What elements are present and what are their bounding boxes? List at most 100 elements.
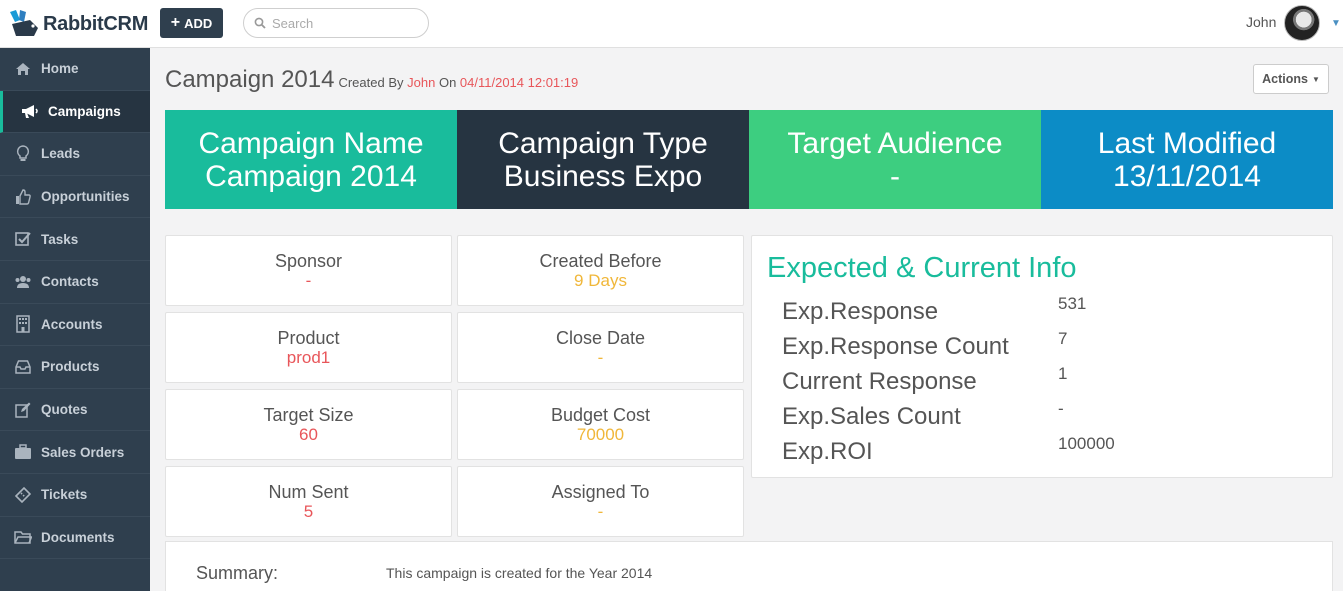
search-box[interactable] (243, 8, 429, 38)
tile-label: Campaign Name (198, 126, 424, 160)
rabbit-logo-icon (10, 10, 38, 36)
summary-text: This campaign is created for the Year 20… (386, 565, 653, 581)
summary-label: Summary: (196, 563, 279, 583)
info-row: Exp.Response 531 (782, 294, 1322, 328)
info-row: Exp.ROI 100000 (782, 434, 1322, 468)
user-name[interactable]: John (1246, 14, 1277, 30)
detail-value: 9 Days (574, 270, 627, 290)
detail-card-sponsor: Sponsor - (165, 235, 452, 306)
detail-card-assigned-to: Assigned To - (457, 466, 744, 537)
tile-target-audience: Target Audience - (749, 110, 1041, 209)
detail-card-close-date: Close Date - (457, 312, 744, 383)
detail-label: Budget Cost (550, 404, 651, 425)
edit-icon (14, 401, 32, 419)
tile-value: Campaign 2014 (205, 159, 417, 193)
inbox-icon (14, 358, 32, 376)
info-row-label: Exp.Sales Count (782, 403, 961, 430)
creator-link[interactable]: John (407, 75, 436, 90)
detail-value: 70000 (576, 424, 625, 444)
tile-value: - (890, 159, 900, 193)
info-row-label: Current Response (782, 368, 977, 395)
search-input[interactable] (272, 15, 412, 31)
tile-label: Target Audience (787, 126, 1003, 160)
sidebar-item-tasks[interactable]: Tasks (0, 218, 150, 261)
sidebar-item-leads[interactable]: Leads (0, 133, 150, 176)
detail-value: 60 (299, 424, 318, 444)
lightbulb-icon (14, 145, 32, 163)
top-bar: RabbitCRM + ADD John ▼ (0, 0, 1343, 48)
tile-campaign-type: Campaign Type Business Expo (457, 110, 749, 209)
summary-tiles: Campaign Name Campaign 2014 Campaign Type B… (165, 110, 1333, 209)
search-icon (254, 17, 266, 29)
sidebar-item-opportunities[interactable]: Opportunities (0, 176, 150, 219)
ticket-icon (14, 486, 32, 504)
tile-label: Last Modified (1097, 126, 1277, 160)
sidebar-item-label: Documents (41, 529, 115, 545)
detail-label: Num Sent (268, 481, 349, 502)
brand-name: RabbitCRM (43, 12, 149, 35)
checkbox-icon (14, 230, 32, 248)
building-icon (14, 315, 32, 334)
page-header: Campaign 2014 Created By John On 04/11/2… (165, 66, 578, 94)
detail-label: Close Date (555, 327, 646, 348)
info-row-value: 100000 (1058, 434, 1115, 453)
add-button-label: ADD (184, 15, 213, 31)
info-row-label: Exp.ROI (782, 438, 873, 465)
sidebar-item-campaigns[interactable]: Campaigns (0, 90, 150, 134)
sidebar-item-products[interactable]: Products (0, 346, 150, 389)
sidebar-item-home[interactable]: Home (0, 48, 150, 91)
expected-current-info-panel: Expected & Current Info Exp.Response 531 E… (751, 235, 1333, 478)
sidebar-item-label: Home (41, 61, 79, 77)
caret-down-icon: ▼ (1311, 74, 1320, 84)
sidebar-item-label: Products (41, 359, 100, 375)
info-row-value: 7 (1058, 329, 1068, 348)
info-row: Exp.Sales Count - (782, 399, 1322, 433)
sidebar-item-label: Tickets (41, 487, 88, 503)
info-row-value: 531 (1058, 294, 1087, 313)
sidebar-item-contacts[interactable]: Contacts (0, 261, 150, 304)
created-meta: Created By John On 04/11/2014 12:01:19 (338, 75, 578, 90)
sidebar-item-label: Contacts (41, 274, 99, 290)
detail-value: 5 (303, 501, 314, 521)
sidebar-item-accounts[interactable]: Accounts (0, 304, 150, 347)
sidebar-item-tickets[interactable]: Tickets (0, 474, 150, 517)
sidebar: Home Campaigns Leads Opportunities Tasks Cont… (0, 48, 150, 591)
avatar[interactable] (1284, 5, 1320, 41)
summary-panel: Summary: This campaign is created for th… (165, 541, 1333, 591)
tile-last-modified: Last Modified 13/11/2014 (1041, 110, 1333, 209)
sidebar-item-label: Leads (41, 146, 81, 162)
detail-card-budget-cost: Budget Cost 70000 (457, 389, 744, 460)
info-row-label: Exp.Response (782, 298, 939, 325)
plus-icon: + (170, 14, 181, 31)
add-button[interactable]: + ADD (160, 8, 223, 38)
sidebar-item-label: Quotes (41, 402, 88, 418)
chevron-down-icon[interactable]: ▼ (1331, 18, 1341, 29)
detail-card-created-before: Created Before 9 Days (457, 235, 744, 306)
detail-value: - (597, 347, 604, 367)
sidebar-item-quotes[interactable]: Quotes (0, 389, 150, 432)
sidebar-item-documents[interactable]: Documents (0, 517, 150, 560)
on-prefix: On (438, 75, 457, 90)
sidebar-item-label: Tasks (41, 231, 79, 247)
info-title: Expected & Current Info (767, 252, 1077, 284)
page-title: Campaign 2014 (165, 66, 335, 93)
folder-icon (14, 528, 32, 546)
sidebar-item-label: Sales Orders (41, 444, 125, 460)
sidebar-item-sales-orders[interactable]: Sales Orders (0, 431, 150, 474)
actions-label: Actions (1262, 72, 1308, 86)
tile-value: 13/11/2014 (1113, 159, 1261, 193)
info-row: Current Response 1 (782, 364, 1322, 398)
detail-card-target-size: Target Size 60 (165, 389, 452, 460)
info-row-value: - (1058, 399, 1064, 418)
info-row: Exp.Response Count 7 (782, 329, 1322, 363)
users-icon (14, 273, 32, 291)
detail-card-num-sent: Num Sent 5 (165, 466, 452, 537)
tile-campaign-name: Campaign Name Campaign 2014 (165, 110, 457, 209)
brand-logo[interactable]: RabbitCRM (6, 6, 150, 42)
info-row-value: 1 (1058, 364, 1068, 383)
info-row-label: Exp.Response Count (782, 333, 1009, 360)
tile-label: Campaign Type (498, 126, 708, 160)
bullhorn-icon (21, 102, 39, 120)
detail-value: prod1 (286, 347, 331, 367)
actions-dropdown[interactable]: Actions ▼ (1253, 64, 1329, 94)
